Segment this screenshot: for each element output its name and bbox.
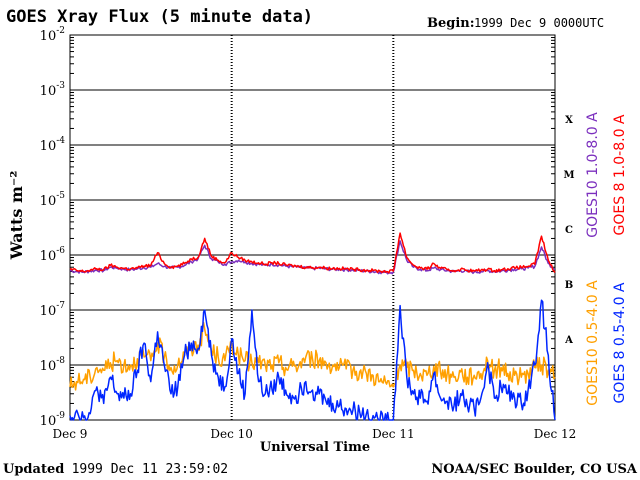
y-tick-exponent: -3 <box>56 81 65 91</box>
legend-entry: GOES 8 0.5-4.0 A <box>612 282 628 403</box>
y-tick-base: 10 <box>40 29 57 44</box>
y-tick-base: 10 <box>40 194 57 209</box>
x-tick-label: Dec 12 <box>534 427 577 441</box>
updated-label: Updated <box>3 462 64 477</box>
y-tick-label: 10-7 <box>40 301 66 319</box>
data-series <box>69 232 556 421</box>
series-goes10-0-5-4-0-a <box>69 321 556 391</box>
y-tick-exponent: -7 <box>56 301 65 311</box>
x-axis-label: Universal Time <box>260 440 370 455</box>
plot-frame <box>69 34 556 421</box>
begin-value: 1999 Dec 9 0000UTC <box>474 16 604 30</box>
flare-class-b: B <box>565 280 573 291</box>
y-tick-base: 10 <box>40 249 57 264</box>
flare-class-labels: X M C B A <box>563 115 574 346</box>
y-tick-base: 10 <box>40 139 57 154</box>
y-tick-exponent: -6 <box>56 246 65 256</box>
y-tick-exponent: -9 <box>56 411 65 421</box>
y-tick-label: 10-9 <box>40 411 66 429</box>
chart-title: GOES Xray Flux (5 minute data) <box>6 7 313 27</box>
y-tick-exponent: -2 <box>56 26 65 36</box>
series-goes-8-0-5-4-0-a <box>69 299 556 421</box>
updated-line: Updated 1999 Dec 11 23:59:02 <box>3 461 228 477</box>
x-tick-label: Dec 11 <box>372 427 415 441</box>
series-goes-8-1-0-8-0-a <box>69 232 556 274</box>
y-axis-label-text: Watts m⁻² <box>7 171 26 261</box>
y-tick-base: 10 <box>40 414 57 429</box>
legend-entry: GOES 8 1.0-8.0 A <box>612 114 628 235</box>
y-tick-label: 10-6 <box>40 246 66 264</box>
y-tick-label: 10-2 <box>40 26 65 44</box>
y-tick-exponent: -8 <box>56 356 65 366</box>
y-tick-base: 10 <box>40 84 57 99</box>
y-axis-ticks: 10-910-810-710-610-510-410-310-2 <box>40 26 555 429</box>
credit: NOAA/SEC Boulder, CO USA <box>431 462 638 477</box>
begin-label: Begin: <box>427 16 475 31</box>
y-tick-exponent: -4 <box>56 136 65 146</box>
y-tick-base: 10 <box>40 304 57 319</box>
horizontal-gridlines <box>70 89 555 366</box>
x-tick-label: Dec 10 <box>210 427 253 441</box>
flare-class-a: A <box>564 335 573 346</box>
y-tick-label: 10-4 <box>40 136 66 154</box>
y-tick-base: 10 <box>40 359 57 374</box>
x-tick-label: Dec 9 <box>53 427 88 441</box>
x-axis-ticks: Dec 9 Dec 10 Dec 11 Dec 12 <box>53 427 577 441</box>
flare-class-x: X <box>565 115 573 126</box>
flare-class-m: M <box>563 170 574 181</box>
flare-class-c: C <box>565 225 573 236</box>
y-axis-label: Watts m⁻² <box>7 171 26 261</box>
legend-entry: GOES10 1.0-8.0 A <box>585 112 601 238</box>
day-separators <box>230 35 395 420</box>
y-tick-label: 10-3 <box>40 81 66 99</box>
y-tick-exponent: -5 <box>56 191 65 201</box>
legend-entry: GOES10 0.5-4.0 A <box>585 280 601 406</box>
updated-value: 1999 Dec 11 23:59:02 <box>72 462 229 477</box>
y-tick-label: 10-8 <box>40 356 66 374</box>
legend: GOES10 1.0-8.0 A GOES 8 1.0-8.0 A GOES10 0… <box>585 112 628 406</box>
y-tick-label: 10-5 <box>40 191 66 209</box>
